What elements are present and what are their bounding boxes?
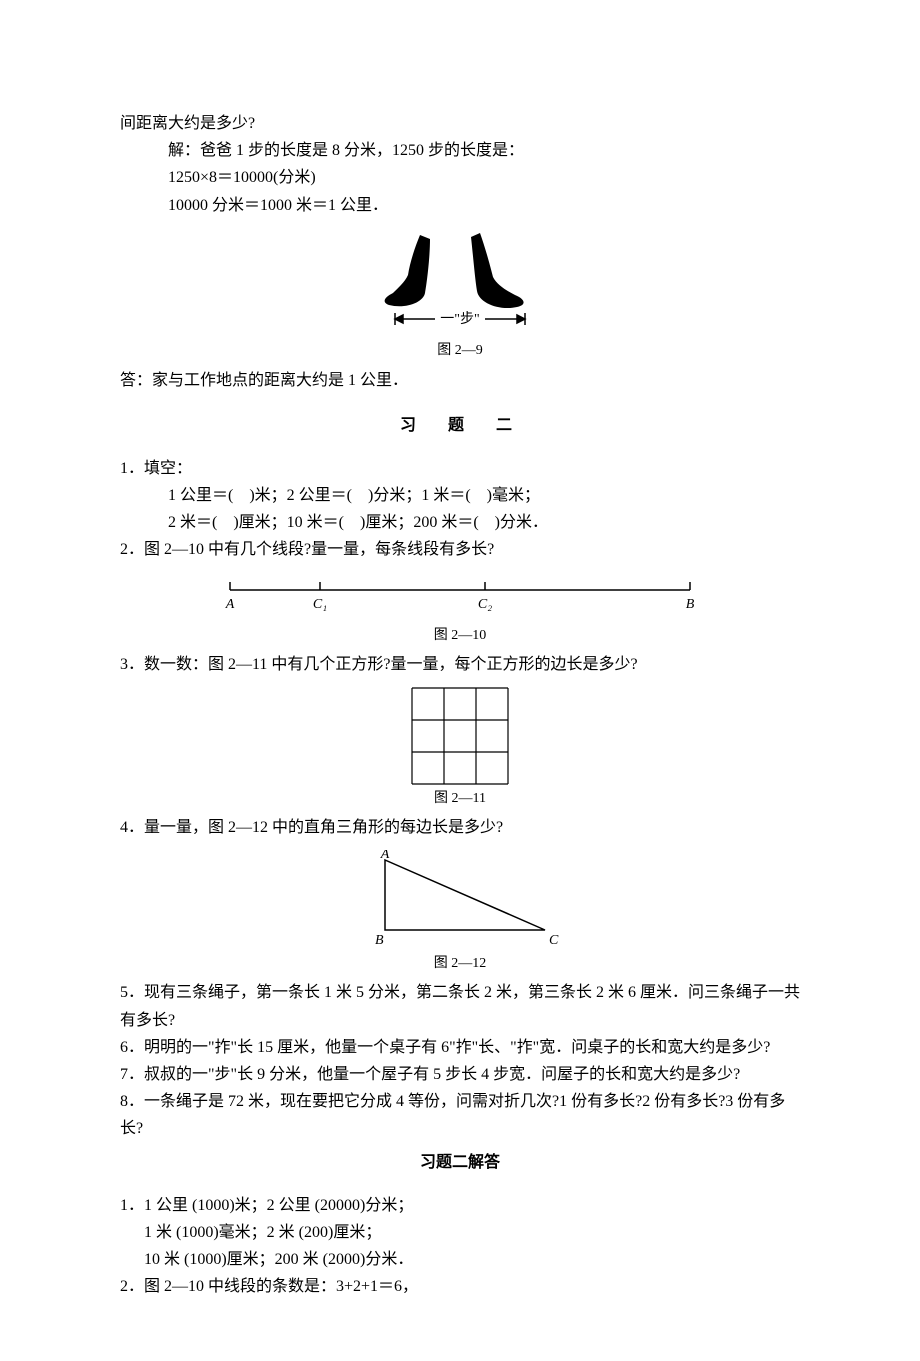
- figure-2-11-caption: 图 2—11: [120, 787, 800, 811]
- figure-2-12: A B C 图 2—12: [120, 850, 800, 976]
- q2: 2．图 2—10 中有几个线段?量一量，每条线段有多长?: [120, 536, 800, 563]
- q6: 6．明明的一"拃"长 15 厘米，他量一个桌子有 6"拃"长、"拃"宽．问桌子的…: [120, 1034, 800, 1061]
- figure-2-9: 一"步" 图 2—9: [120, 227, 800, 363]
- answer-line: 答：家与工作地点的距离大约是 1 公里．: [120, 367, 800, 394]
- svg-text:A: A: [225, 597, 235, 612]
- a2: 2．图 2—10 中线段的条数是：3+2+1＝6，: [120, 1273, 800, 1300]
- svg-text:B: B: [686, 597, 695, 612]
- a1-l2: 1 米 (1000)毫米；2 米 (200)厘米；: [120, 1219, 800, 1246]
- q8: 8．一条绳子是 72 米，现在要把它分成 4 等份，问需对折几次?1 份有多长?…: [120, 1088, 800, 1142]
- step-label: 一"步": [440, 311, 479, 327]
- figure-2-10-caption: 图 2—10: [120, 624, 800, 648]
- q4: 4．量一量，图 2—12 中的直角三角形的每边长是多少?: [120, 814, 800, 841]
- figure-2-12-caption: 图 2—12: [120, 952, 800, 976]
- svg-text:C: C: [549, 933, 559, 948]
- q1-l2: 2 米＝( )厘米；10 米＝( )厘米；200 米＝( )分米．: [120, 509, 800, 536]
- section-title: 习 题 二: [120, 412, 800, 439]
- intro-line-3: 10000 分米＝1000 米＝1 公里．: [120, 192, 800, 219]
- svg-text:B: B: [375, 933, 384, 948]
- triangle-svg: A B C: [355, 850, 565, 950]
- svg-text:C₁: C₁: [313, 597, 327, 612]
- q7: 7．叔叔的一"步"长 9 分米，他量一个屋子有 5 步长 4 步宽．问屋子的长和…: [120, 1061, 800, 1088]
- q1-l1: 1 公里＝( )米；2 公里＝( )分米；1 米＝( )毫米；: [120, 482, 800, 509]
- intro-line-2: 1250×8＝10000(分米): [120, 164, 800, 191]
- feet-step-svg: 一"步": [375, 227, 545, 337]
- figure-2-11: 图 2—11: [120, 687, 800, 811]
- svg-text:A: A: [380, 850, 390, 862]
- line-segment-svg: A C₁ C₂ B: [210, 572, 710, 622]
- a1-l3: 10 米 (1000)厘米；200 米 (2000)分米．: [120, 1246, 800, 1273]
- svg-text:C₂: C₂: [478, 597, 492, 612]
- figure-2-9-caption: 图 2—9: [120, 339, 800, 363]
- q1-head: 1．填空：: [120, 455, 800, 482]
- intro-line-0: 间距离大约是多少?: [120, 110, 800, 137]
- answers-title: 习题二解答: [120, 1149, 800, 1176]
- q3: 3．数一数：图 2—11 中有几个正方形?量一量，每个正方形的边长是多少?: [120, 651, 800, 678]
- intro-line-1: 解：爸爸 1 步的长度是 8 分米，1250 步的长度是：: [120, 137, 800, 164]
- square-grid-svg: [411, 687, 509, 785]
- q5: 5．现有三条绳子，第一条长 1 米 5 分米，第二条长 2 米，第三条长 2 米…: [120, 979, 800, 1033]
- a1-l1: 1．1 公里 (1000)米；2 公里 (20000)分米；: [120, 1192, 800, 1219]
- figure-2-10: A C₁ C₂ B 图 2—10: [120, 572, 800, 648]
